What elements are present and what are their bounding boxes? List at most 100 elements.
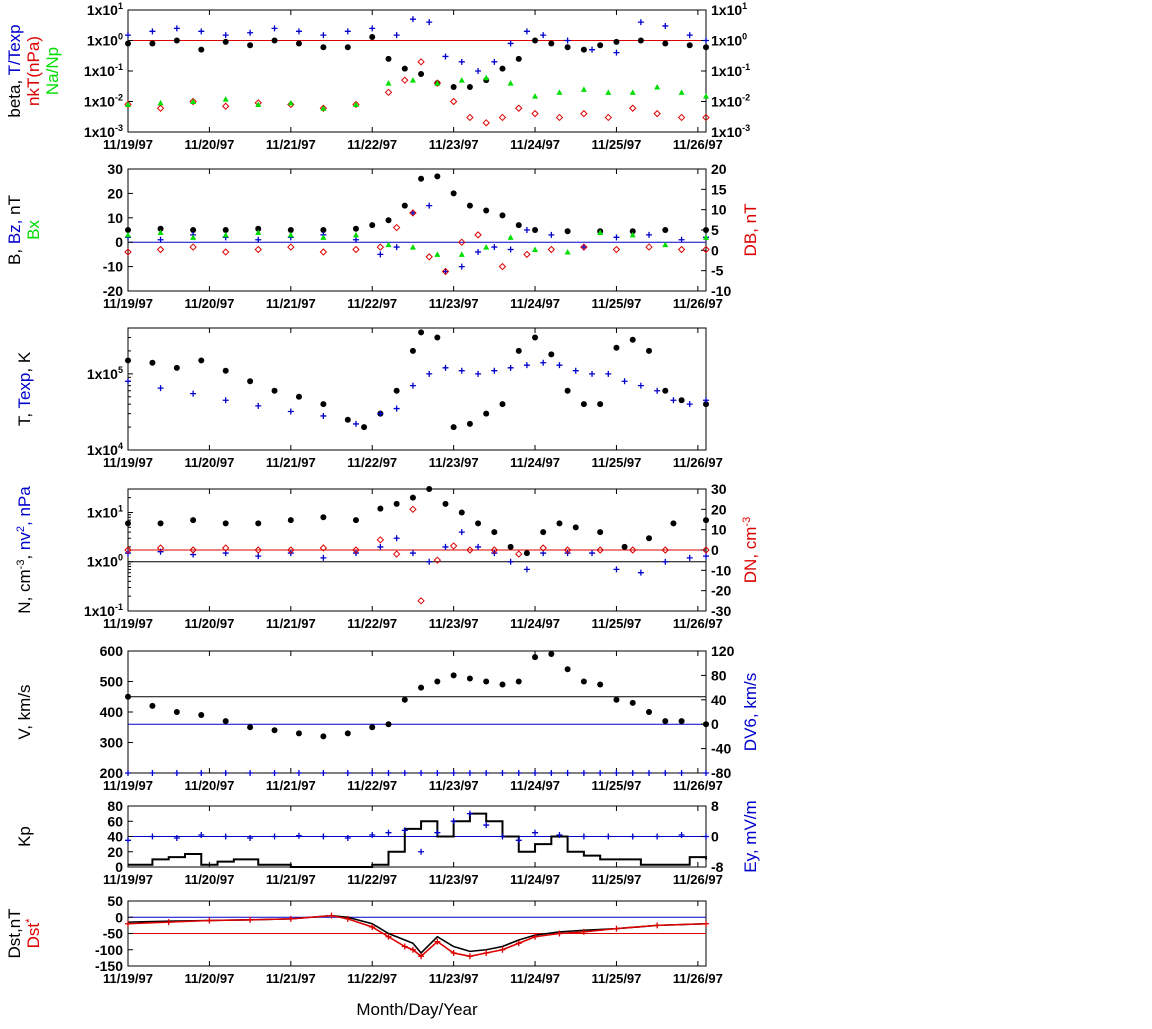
data-point (409, 209, 416, 216)
data-point (295, 770, 302, 776)
data-point (483, 207, 490, 214)
data-point (125, 693, 131, 700)
y-axis-label: Dst* (24, 918, 43, 949)
right-axis-label: DN, cm-3 (741, 517, 760, 583)
data-point (156, 245, 165, 254)
data-point (320, 44, 327, 51)
data-point (320, 770, 327, 776)
series-black (125, 34, 709, 90)
right-tick-label: 8 (711, 798, 719, 814)
data-point (319, 544, 328, 552)
data-point (426, 486, 433, 492)
right-tick-label: 20 (711, 501, 727, 517)
x-tick-label: 11/19/97 (103, 778, 153, 793)
data-point (384, 88, 393, 97)
data-point (507, 80, 514, 86)
data-point (190, 517, 197, 524)
series-black (125, 651, 709, 740)
data-point (198, 770, 205, 776)
data-point (376, 243, 385, 251)
right-tick-label: -10 (711, 283, 731, 299)
right-tick-label: 30 (711, 481, 727, 497)
data-point (556, 831, 563, 838)
data-point (564, 387, 571, 394)
data-point (515, 347, 522, 354)
panel-kp-ey: 11/19/97 11/20/97 11/21/97 11/22/97 11/23/97… (15, 798, 760, 887)
data-point (499, 65, 506, 72)
x-tick-label: 11/22/97 (347, 971, 397, 986)
data-point (222, 231, 229, 238)
data-point (483, 678, 490, 685)
y-tick-label: 20 (107, 185, 123, 201)
data-point (426, 19, 433, 26)
data-point (677, 113, 686, 122)
data-point (498, 262, 507, 271)
data-point (434, 251, 441, 257)
y-tick-label: 400 (100, 704, 124, 720)
right-tick-label: -40 (711, 741, 731, 757)
x-tick-label: 11/19/97 (103, 137, 153, 152)
data-point (393, 32, 400, 39)
data-point (271, 25, 278, 32)
y-axis-label: N, cm-3, nv2, nPa (15, 486, 34, 614)
panel-density-pressure: 11/19/97 11/20/97 11/21/97 11/22/97 11/23/97… (15, 481, 760, 631)
y-tick-label: 20 (107, 844, 123, 860)
data-point (605, 89, 612, 95)
data-point (475, 520, 482, 527)
data-point (328, 912, 335, 919)
data-point (654, 387, 661, 394)
data-point (483, 74, 490, 81)
y-axis-label: T, Texp, K (15, 351, 34, 426)
data-point (352, 231, 359, 238)
data-point (157, 225, 164, 232)
data-point (629, 770, 636, 776)
data-point (507, 558, 514, 565)
data-point (198, 46, 205, 53)
data-point (255, 225, 262, 232)
y-axis-label: Na/Np (43, 47, 62, 95)
data-point (677, 245, 686, 254)
data-point (662, 40, 669, 47)
kp-step-line (128, 812, 707, 868)
data-point (198, 712, 205, 719)
x-tick-label: 11/25/97 (592, 455, 642, 470)
x-tick-label: 11/20/97 (184, 616, 234, 631)
data-point (703, 721, 709, 728)
panel-temperature: 11/19/97 11/20/97 11/21/97 11/22/97 11/23/97… (15, 327, 723, 470)
data-point (703, 234, 709, 240)
y-tick-label: -20 (103, 283, 123, 299)
right-axis-label: DB, nT (741, 204, 760, 257)
data-point (597, 401, 604, 408)
series-green (125, 229, 709, 257)
y-tick-label: 1x104 (87, 441, 123, 458)
data-point (654, 83, 661, 90)
data-point (221, 544, 230, 552)
x-tick-label: 11/22/97 (347, 616, 397, 631)
data-point (532, 334, 539, 341)
data-point (352, 517, 359, 524)
data-point (369, 25, 376, 32)
data-point (320, 105, 327, 111)
data-point (629, 336, 636, 343)
y-tick-label: 1x105 (87, 365, 123, 382)
y-tick-label: 80 (107, 798, 123, 814)
data-point (703, 401, 709, 408)
data-point (686, 42, 693, 49)
data-point (361, 424, 368, 431)
x-tick-label: 11/26/97 (673, 137, 723, 152)
data-point (458, 263, 465, 270)
data-point (458, 367, 465, 374)
data-point (376, 536, 385, 544)
data-point (654, 922, 661, 929)
data-point (523, 550, 530, 557)
data-point (466, 546, 474, 554)
data-point (369, 724, 376, 731)
right-tick-label: 40 (711, 692, 727, 708)
data-point (637, 569, 644, 576)
data-point (344, 28, 351, 35)
data-point (475, 68, 482, 74)
data-point (703, 920, 709, 927)
data-point (678, 236, 685, 243)
panel-dst: 11/19/97 11/20/97 11/21/97 11/22/97 11/23/97… (5, 893, 723, 986)
data-point (515, 222, 522, 229)
